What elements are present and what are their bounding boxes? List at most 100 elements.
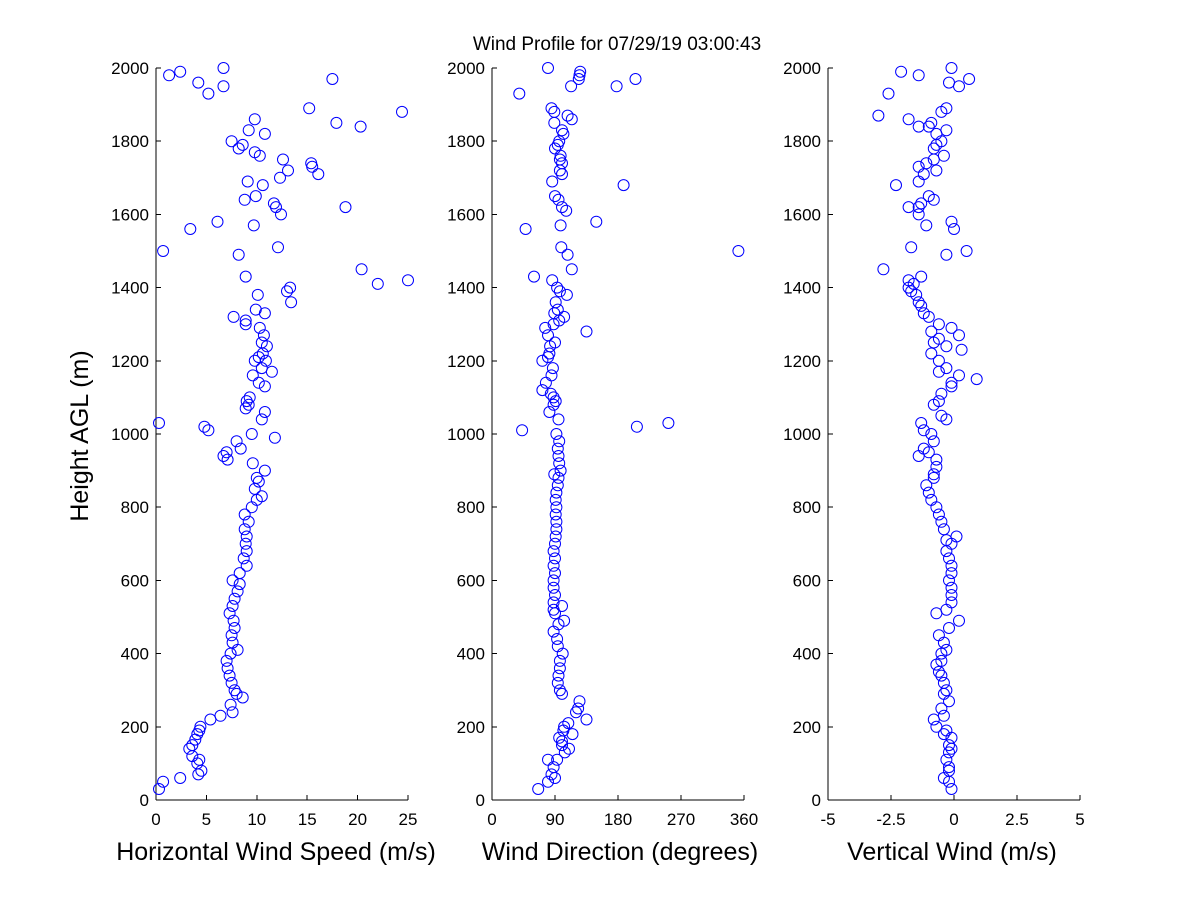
data-point [551,753,564,766]
data-point [240,545,253,558]
y-tick-label: 0 [476,791,485,810]
data-point [925,116,938,129]
data-point [580,713,593,726]
data-point [552,413,565,426]
data-point [922,486,935,499]
data-point [552,471,565,484]
y-tick-label: 1000 [111,425,149,444]
data-point [950,530,963,543]
panel-direction: 0 200 400 600 800 1000 1200 1400 1600 1800 2000 0 90… [447,59,758,866]
data-point [256,179,269,192]
data-point [912,208,925,221]
data-point [227,310,240,323]
data-point [193,724,206,737]
data-point [305,157,318,170]
data-point [970,373,983,386]
data-point [932,629,945,642]
data-point [945,596,958,609]
data-point [937,709,950,722]
data-point [543,406,556,418]
data-point [255,490,268,503]
data-point [556,124,568,137]
data-point [225,676,238,689]
data-point [547,391,560,404]
data-point [940,362,953,375]
data-point [258,380,271,393]
data-point [246,457,259,470]
data-point [556,201,568,214]
y-tick-label: 1800 [111,132,149,151]
data-point [371,277,384,290]
data-point [396,105,408,118]
x-tick-label: 360 [730,810,758,829]
data-point [932,332,945,345]
data-point [265,365,278,378]
data-point [882,87,895,100]
data-point [549,190,561,203]
data-point [943,761,955,774]
data-point [255,336,268,349]
data-point [228,684,241,697]
data-point [953,80,965,93]
data-point [267,197,280,210]
data-point [902,201,915,214]
x-axis-label: Wind Direction (degrees) [482,838,759,866]
data-point [326,73,339,85]
data-point [233,578,246,591]
data-point [948,223,960,235]
data-point [551,676,564,689]
data-point [927,435,940,448]
x-tick-label: 5 [202,810,211,829]
data-point [935,702,948,715]
data-point [953,369,965,382]
data-point [937,728,950,741]
y-tick-label: 1400 [111,279,149,298]
data-point [565,113,578,126]
data-point [546,362,559,375]
data-point [610,80,623,93]
data-point [945,380,958,393]
data-point [224,698,237,711]
data-point [186,750,199,763]
data-point [247,219,260,232]
data-point [249,303,262,316]
data-point [242,515,255,528]
data-point [877,263,890,276]
data-point [354,120,367,133]
data-point [546,175,559,188]
data-point [943,764,955,777]
data-point [275,208,287,221]
data-point [220,654,233,667]
data-point [927,142,940,155]
data-point [935,409,948,422]
y-tick-label: 1600 [783,205,821,224]
y-tick-label: 600 [457,571,485,590]
data-point [922,190,935,203]
data-point [239,270,252,283]
data-point [558,746,571,759]
data-point [230,435,243,448]
data-point [552,669,565,682]
data-point [945,567,958,580]
data-point [239,314,252,327]
data-point [549,142,561,155]
data-point [905,285,918,298]
data-point [572,73,585,85]
y-tick-label: 1800 [783,132,821,151]
data-point [552,193,565,206]
data-point [542,329,554,342]
data-point [943,76,955,89]
data-point [551,479,564,492]
y-tick-label: 1000 [783,425,821,444]
data-point [943,574,955,587]
data-point [556,739,568,752]
data-point [225,629,238,642]
data-point [945,215,958,228]
data-point [281,285,293,298]
data-point [226,574,239,587]
data-point [339,201,352,214]
data-point [236,138,249,151]
y-tick-label: 600 [793,571,821,590]
data-point [549,530,562,543]
data-point [912,175,925,188]
